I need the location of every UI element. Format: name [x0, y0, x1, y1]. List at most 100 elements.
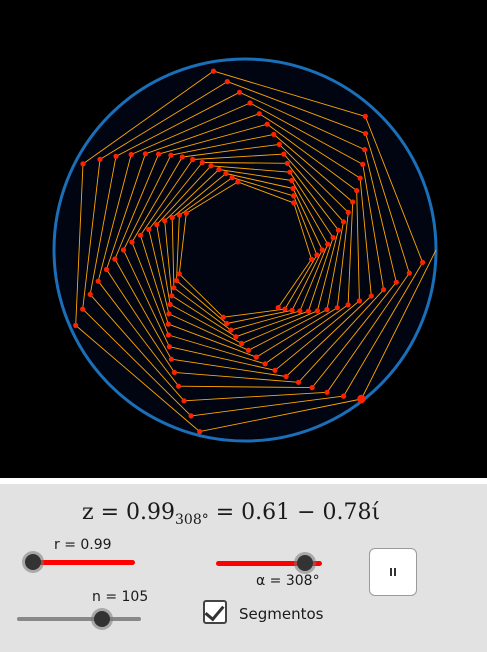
- segment: [249, 102, 364, 165]
- power-point: [169, 215, 175, 221]
- power-point: [253, 354, 259, 360]
- power-point: [236, 89, 243, 95]
- segment: [140, 235, 169, 325]
- power-point: [350, 199, 356, 205]
- power-point: [345, 302, 351, 308]
- segment: [199, 398, 362, 433]
- formula-rhs: = 0.61 − 0.78ί: [208, 500, 381, 525]
- segment: [283, 153, 344, 223]
- power-point: [341, 393, 347, 399]
- power-point: [190, 156, 196, 163]
- segment: [184, 391, 328, 402]
- power-point: [368, 293, 374, 299]
- segment: [115, 91, 240, 157]
- power-point: [188, 413, 194, 419]
- power-point: [95, 278, 101, 284]
- segment: [97, 280, 179, 387]
- spiral-figure: [52, 57, 438, 443]
- segmentos-checkbox[interactable]: [203, 600, 227, 624]
- power-point: [345, 209, 351, 215]
- power-point: [208, 163, 214, 169]
- power-point: [73, 322, 79, 328]
- segment: [164, 220, 173, 296]
- power-point: [165, 332, 172, 338]
- segment: [179, 177, 233, 216]
- unit-circle: [52, 57, 438, 443]
- segment: [210, 165, 290, 173]
- segment: [171, 217, 175, 288]
- segment: [97, 154, 132, 282]
- power-point: [137, 232, 144, 238]
- power-point: [393, 279, 399, 285]
- power-point: [166, 344, 172, 350]
- power-point: [272, 367, 278, 373]
- power-point: [325, 241, 331, 247]
- r-slider-handle[interactable]: [25, 554, 41, 570]
- segment: [226, 309, 293, 324]
- segment: [293, 195, 318, 256]
- power-point: [146, 226, 152, 233]
- r-slider-track[interactable]: [33, 560, 135, 565]
- power-point: [297, 308, 303, 314]
- power-point: [179, 154, 185, 160]
- power-point: [235, 179, 241, 185]
- segment: [89, 156, 117, 295]
- power-point: [80, 306, 86, 312]
- segment: [192, 153, 284, 160]
- check-icon: [204, 600, 225, 622]
- power-point: [324, 307, 330, 313]
- alpha-slider-track[interactable]: [216, 561, 322, 566]
- segment: [278, 144, 349, 213]
- segment: [284, 254, 318, 310]
- segment: [343, 262, 423, 397]
- segment: [82, 308, 192, 417]
- segment: [114, 153, 160, 260]
- power-point: [171, 285, 177, 291]
- segment: [223, 308, 285, 318]
- segment: [140, 159, 194, 236]
- power-point: [239, 340, 245, 347]
- segment: [227, 81, 366, 135]
- segment: [123, 249, 170, 347]
- segment: [259, 113, 361, 179]
- segment: [186, 181, 239, 214]
- segment: [75, 163, 84, 326]
- power-point: [129, 239, 135, 245]
- power-point: [289, 307, 295, 313]
- segment: [168, 334, 266, 365]
- r-slider-label: r = 0.99: [54, 537, 112, 553]
- z-point[interactable]: [357, 394, 366, 404]
- graphics-view[interactable]: [0, 0, 487, 478]
- formula: z = 0.99308° = 0.61 − 0.78ί: [82, 500, 381, 528]
- segment: [202, 162, 288, 164]
- play-pause-button[interactable]: [369, 548, 417, 596]
- segment: [232, 177, 294, 197]
- segment: [145, 113, 260, 155]
- segment: [326, 221, 344, 310]
- segment: [291, 249, 323, 311]
- segment: [299, 244, 329, 312]
- power-point: [165, 321, 171, 327]
- segment: [285, 295, 372, 377]
- segment: [347, 201, 354, 305]
- power-point: [314, 308, 320, 314]
- segment: [169, 346, 276, 371]
- power-point: [229, 175, 235, 181]
- segment: [168, 313, 249, 351]
- segment: [158, 123, 268, 155]
- segment: [277, 259, 312, 308]
- segment: [171, 295, 237, 338]
- segment: [311, 281, 397, 388]
- n-slider-track[interactable]: [17, 617, 141, 621]
- segment: [316, 230, 339, 311]
- segmentos-label: Segmentos: [239, 605, 324, 623]
- n-slider-handle[interactable]: [94, 611, 110, 627]
- segment: [106, 153, 146, 270]
- segment: [171, 173, 227, 218]
- segment: [292, 188, 323, 251]
- segment: [148, 229, 170, 315]
- formula-subscript: 308°: [175, 512, 209, 528]
- alpha-slider-handle[interactable]: [297, 555, 313, 571]
- segment: [173, 287, 232, 331]
- power-point: [199, 159, 205, 166]
